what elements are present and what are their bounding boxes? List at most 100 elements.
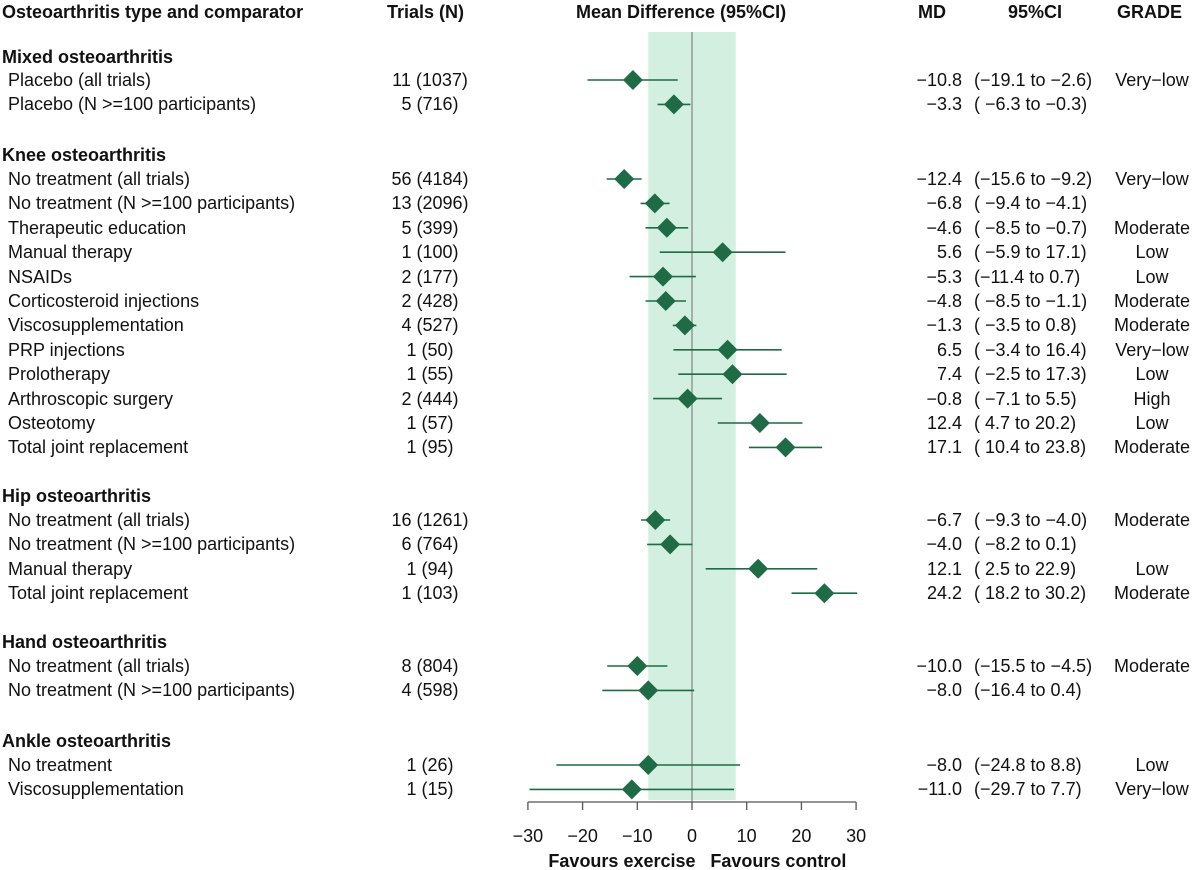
- group-heading: Mixed osteoarthritis: [2, 47, 174, 67]
- row-ci: ( −9.3 to −4.0): [974, 510, 1088, 530]
- row-label: No treatment (N >=100 participants): [8, 193, 296, 214]
- row-trials: 5 (399): [401, 217, 459, 238]
- md-diamond: [814, 583, 835, 604]
- row-label: Corticosteroid injections: [8, 291, 200, 311]
- row-grade: Moderate: [1113, 217, 1191, 238]
- row-label: Therapeutic education: [8, 217, 187, 238]
- row-md: 7.4: [936, 364, 962, 385]
- row-grade: Low: [1135, 266, 1169, 287]
- row-label: No treatment (all trials): [8, 169, 191, 189]
- row-label: No treatment (N >=100 participants): [8, 680, 296, 701]
- md-diamond: [722, 364, 743, 385]
- row-grade: Moderate: [1113, 437, 1191, 458]
- x-tick-label: 10: [737, 826, 757, 846]
- row-ci: ( 18.2 to 30.2): [974, 583, 1087, 604]
- row-trials: 1 (100): [401, 242, 459, 263]
- md-diamond: [674, 315, 695, 336]
- row-trials: 4 (527): [401, 315, 459, 336]
- row-grade: Moderate: [1113, 656, 1191, 676]
- row-trials: 1 (15): [406, 779, 454, 800]
- row-label: No treatment: [8, 755, 113, 775]
- group-heading: Knee osteoarthritis: [2, 145, 167, 165]
- row-trials: 1 (55): [406, 364, 454, 385]
- group-heading: Ankle osteoarthritis: [2, 731, 172, 751]
- md-diamond: [656, 217, 677, 238]
- row-grade: Very−low: [1115, 779, 1189, 800]
- row-ci: (−29.7 to 7.7): [974, 779, 1082, 800]
- row-grade: Low: [1135, 755, 1169, 775]
- row-ci: (−24.8 to 8.8): [974, 755, 1082, 775]
- row-md: 12.1: [926, 558, 962, 579]
- md-diamond: [655, 291, 676, 311]
- row-label: Manual therapy: [8, 558, 133, 579]
- row-trials: 4 (598): [401, 680, 459, 701]
- row-md: 12.4: [926, 413, 962, 433]
- row-label: Placebo (N >=100 participants): [8, 94, 257, 115]
- x-label-left: Favours exercise: [548, 851, 695, 870]
- row-grade: High: [1133, 388, 1171, 409]
- x-tick-label: 30: [846, 826, 866, 846]
- row-trials: 56 (4184): [391, 169, 469, 189]
- row-md: −5.3: [926, 266, 962, 287]
- x-tick-label: −30: [513, 826, 544, 846]
- row-label: Viscosupplementation: [8, 779, 184, 800]
- row-label: Total joint replacement: [8, 583, 189, 604]
- row-label: NSAIDs: [8, 266, 73, 287]
- row-md: −4.8: [926, 291, 962, 311]
- row-md: 5.6: [936, 242, 962, 263]
- row-trials: 8 (804): [401, 656, 459, 676]
- row-md: −12.4: [916, 169, 962, 189]
- row-ci: ( 10.4 to 23.8): [974, 437, 1087, 458]
- row-trials: 1 (26): [406, 755, 454, 775]
- md-diamond: [717, 339, 738, 360]
- row-md: −0.8: [926, 388, 962, 409]
- row-ci: ( −8.5 to −0.7): [974, 217, 1088, 238]
- group-heading: Hip osteoarthritis: [2, 486, 152, 506]
- row-ci: ( −3.4 to 16.4): [974, 339, 1087, 360]
- x-tick-label: 0: [687, 826, 697, 846]
- row-trials: 6 (764): [401, 534, 459, 555]
- row-grade: Low: [1135, 364, 1169, 385]
- row-ci: ( −6.3 to −0.3): [974, 94, 1088, 115]
- row-md: 17.1: [926, 437, 962, 458]
- row-md: −8.0: [926, 680, 962, 701]
- md-diamond: [627, 656, 648, 676]
- row-md: −6.8: [926, 193, 962, 214]
- header-md: MD: [918, 2, 946, 22]
- md-diamond: [677, 388, 698, 409]
- row-md: −6.7: [926, 510, 962, 530]
- row-ci: (−19.1 to −2.6): [974, 70, 1093, 90]
- row-trials: 1 (57): [406, 413, 454, 433]
- shaded-region: [648, 32, 736, 800]
- md-diamond: [622, 70, 643, 90]
- row-trials: 2 (444): [401, 388, 459, 409]
- row-ci: ( −2.5 to 17.3): [974, 364, 1087, 385]
- row-label: Prolotherapy: [8, 364, 111, 385]
- row-grade: Moderate: [1113, 510, 1191, 530]
- row-ci: (−16.4 to 0.4): [974, 680, 1082, 701]
- row-grade: Very−low: [1115, 339, 1189, 360]
- row-md: −8.0: [926, 755, 962, 775]
- md-diamond: [621, 779, 642, 800]
- row-md: −1.3: [926, 315, 962, 336]
- md-diamond: [663, 94, 684, 115]
- md-diamond: [638, 680, 659, 701]
- row-grade: Low: [1135, 242, 1169, 263]
- group-heading: Hand osteoarthritis: [2, 632, 168, 652]
- row-trials: 1 (103): [401, 583, 459, 604]
- row-grade: Very−low: [1115, 169, 1189, 189]
- row-ci: ( 4.7 to 20.2): [974, 413, 1077, 433]
- x-tick-label: −20: [567, 826, 598, 846]
- md-diamond: [748, 558, 769, 579]
- row-ci: (−15.5 to −4.5): [974, 656, 1093, 676]
- row-label: Manual therapy: [8, 242, 133, 263]
- row-md: 6.5: [936, 339, 962, 360]
- row-trials: 1 (94): [406, 558, 454, 579]
- md-diamond: [775, 437, 796, 458]
- row-ci: (−11.4 to 0.7): [974, 266, 1081, 287]
- row-label: No treatment (all trials): [8, 656, 191, 676]
- row-grade: Low: [1135, 558, 1169, 579]
- row-ci: (−15.6 to −9.2): [974, 169, 1093, 189]
- row-label: Total joint replacement: [8, 437, 189, 458]
- row-label: Osteotomy: [8, 413, 96, 433]
